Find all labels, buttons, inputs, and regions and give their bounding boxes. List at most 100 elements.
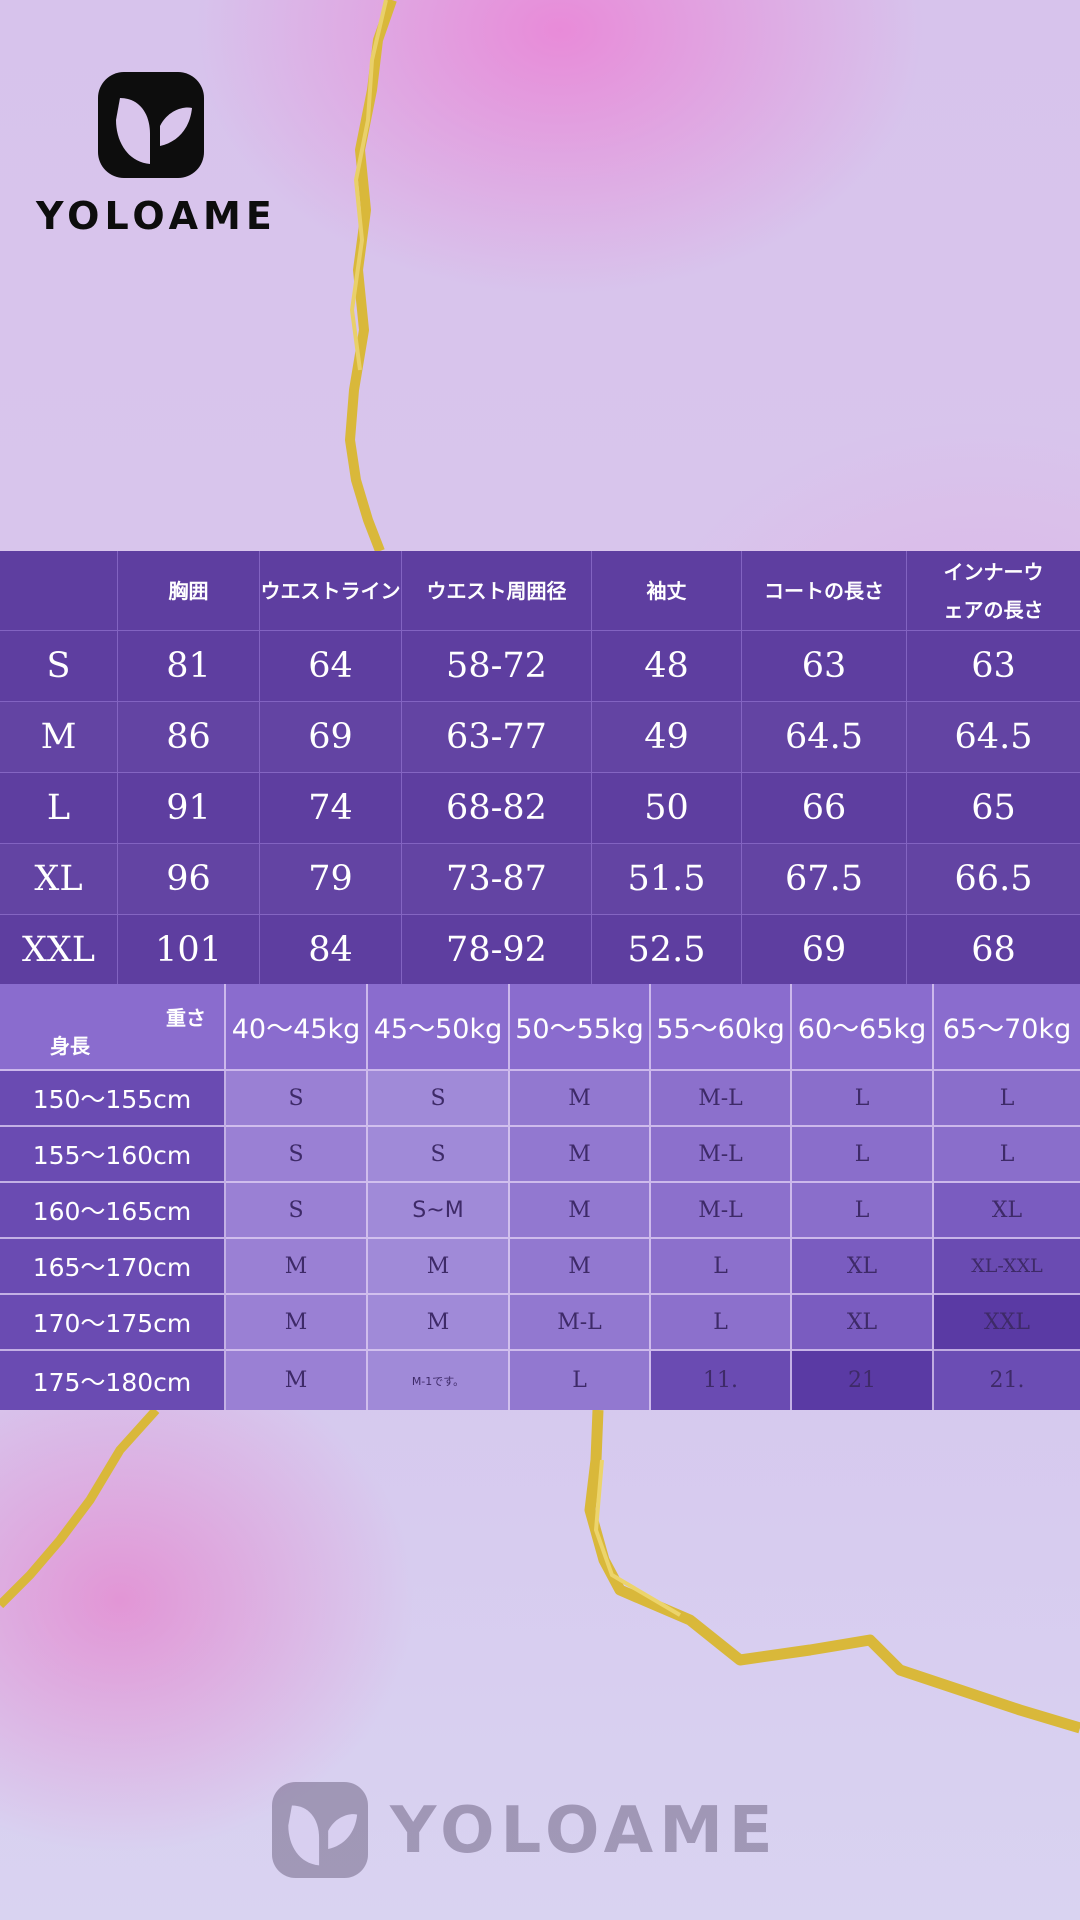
fit-cell: XL <box>792 1295 934 1351</box>
fit-cell: M <box>510 1239 651 1295</box>
height-label: 175～180cm <box>0 1351 226 1410</box>
fit-cell: L <box>934 1127 1080 1183</box>
table-cell: 67.5 <box>742 844 907 915</box>
table-cell: 96 <box>118 844 260 915</box>
fit-cell: XXL <box>934 1295 1080 1351</box>
weight-header: 45～50kg <box>368 984 510 1071</box>
fit-cell: M <box>226 1239 368 1295</box>
fit-cell: L <box>510 1351 651 1410</box>
table-cell: 91 <box>118 773 260 844</box>
weight-header: 55～60kg <box>651 984 792 1071</box>
weight-axis-label: 重さ <box>166 1006 206 1030</box>
fit-cell: XL <box>792 1239 934 1295</box>
table-row: S 81 64 58-72 48 63 63 <box>0 631 1080 702</box>
table-cell: 64.5 <box>742 702 907 773</box>
table-cell: 64 <box>260 631 402 702</box>
fit-cell: L <box>792 1071 934 1127</box>
fit-cell: M-1です。 <box>368 1351 510 1410</box>
height-weight-fit-table: 重さ 身長 40～45kg 45～50kg 50～55kg 55～60kg 60… <box>0 984 1080 1410</box>
fit-cell: L <box>792 1127 934 1183</box>
table-cell: 79 <box>260 844 402 915</box>
table-cell: 69 <box>260 702 402 773</box>
table-cell: 63-77 <box>402 702 592 773</box>
fit-cell: L <box>651 1239 792 1295</box>
yoloame-logo-icon <box>272 1782 368 1878</box>
fit-cell: M-L <box>510 1295 651 1351</box>
fit-cell: M-L <box>651 1071 792 1127</box>
table-cell: 69 <box>742 915 907 984</box>
table-cell: 50 <box>592 773 742 844</box>
table-cell: 51.5 <box>592 844 742 915</box>
table-row: 175～180cm M M-1です。 L 11. 21 21. <box>0 1351 1080 1410</box>
header-cell: 胸囲 <box>118 551 260 631</box>
table-header-row: 胸囲 ウエストライン ウエスト周囲径 袖丈 コートの長さ インナーウ ェアの長さ <box>0 551 1080 631</box>
table-cell: 63 <box>907 631 1080 702</box>
fit-cell: M <box>226 1295 368 1351</box>
table-cell: 66 <box>742 773 907 844</box>
table-row: 170～175cm M M M-L L XL XXL <box>0 1295 1080 1351</box>
weight-header: 60～65kg <box>792 984 934 1071</box>
table-cell: 101 <box>118 915 260 984</box>
fit-header-row: 重さ 身長 40～45kg 45～50kg 50～55kg 55～60kg 60… <box>0 984 1080 1071</box>
table-cell: 78-92 <box>402 915 592 984</box>
yoloame-logo-icon <box>98 72 204 178</box>
brand-logo: YOLOAME <box>36 72 277 242</box>
table-row: L 91 74 68-82 50 66 65 <box>0 773 1080 844</box>
fit-cell: 21 <box>792 1351 934 1410</box>
table-row: 155～160cm S S M M-L L L <box>0 1127 1080 1183</box>
table-cell: M <box>0 702 118 773</box>
fit-cell: XL-XXL <box>934 1239 1080 1295</box>
brand-watermark: YOLOAME <box>272 1782 792 1882</box>
garment-size-table: 胸囲 ウエストライン ウエスト周囲径 袖丈 コートの長さ インナーウ ェアの長さ… <box>0 551 1080 984</box>
table-cell: XXL <box>0 915 118 984</box>
table-row: XXL 101 84 78-92 52.5 69 68 <box>0 915 1080 984</box>
height-label: 165～170cm <box>0 1239 226 1295</box>
table-row: 150～155cm S S M M-L L L <box>0 1071 1080 1127</box>
fit-cell: 21. <box>934 1351 1080 1410</box>
table-row: XL 96 79 73-87 51.5 67.5 66.5 <box>0 844 1080 915</box>
fit-cell: M-L <box>651 1183 792 1239</box>
table-cell: 64.5 <box>907 702 1080 773</box>
table-cell: XL <box>0 844 118 915</box>
table-row: 165～170cm M M M L XL XL-XXL <box>0 1239 1080 1295</box>
fit-cell: L <box>792 1183 934 1239</box>
fit-cell: M <box>368 1239 510 1295</box>
table-cell: 52.5 <box>592 915 742 984</box>
table-cell: 68 <box>971 929 1016 970</box>
header-cell: コートの長さ <box>742 551 907 631</box>
fit-cell: M <box>510 1127 651 1183</box>
weight-header: 65～70kg <box>934 984 1080 1071</box>
fit-cell: S <box>226 1127 368 1183</box>
table-row: M 86 69 63-77 49 64.5 64.5 <box>0 702 1080 773</box>
weight-header: 50～55kg <box>510 984 651 1071</box>
height-label: 150～155cm <box>0 1071 226 1127</box>
fit-cell: S <box>368 1127 510 1183</box>
fit-cell: 11. <box>651 1351 792 1410</box>
weight-header: 40～45kg <box>226 984 368 1071</box>
header-cell: 袖丈 <box>592 551 742 631</box>
table-cell: S <box>0 631 118 702</box>
height-axis-label: 身長 <box>50 1034 90 1058</box>
table-cell: 63 <box>742 631 907 702</box>
fit-cell: S <box>226 1071 368 1127</box>
fit-cell: L <box>651 1295 792 1351</box>
height-label: 160～165cm <box>0 1183 226 1239</box>
table-cell: 58-72 <box>402 631 592 702</box>
header-cell <box>0 551 118 631</box>
fit-cell: S <box>226 1183 368 1239</box>
table-cell: 65 <box>907 773 1080 844</box>
fit-cell: M <box>226 1351 368 1410</box>
fit-cell: M <box>510 1183 651 1239</box>
fit-cell: M <box>368 1295 510 1351</box>
brand-watermark-text: YOLOAME <box>390 1794 779 1868</box>
brand-name: YOLOAME <box>36 194 277 238</box>
fit-cell: M <box>510 1071 651 1127</box>
header-cell: インナーウ ェアの長さ <box>907 551 1080 631</box>
fit-cell: L <box>934 1071 1080 1127</box>
table-row: 160～165cm S S~M M M-L L XL <box>0 1183 1080 1239</box>
fit-cell: XL <box>934 1183 1080 1239</box>
fit-cell: M-L <box>651 1127 792 1183</box>
table-cell: 86 <box>118 702 260 773</box>
table-cell: 81 <box>118 631 260 702</box>
